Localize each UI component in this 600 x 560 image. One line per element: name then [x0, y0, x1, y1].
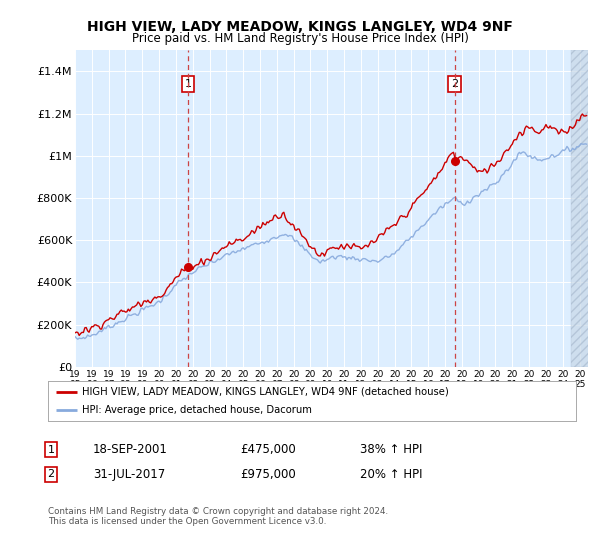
Text: 18-SEP-2001: 18-SEP-2001 — [93, 443, 168, 456]
Text: 38% ↑ HPI: 38% ↑ HPI — [360, 443, 422, 456]
Text: HPI: Average price, detached house, Dacorum: HPI: Average price, detached house, Daco… — [82, 405, 312, 415]
Text: 1: 1 — [185, 79, 191, 89]
Text: 2: 2 — [47, 469, 55, 479]
Text: 20% ↑ HPI: 20% ↑ HPI — [360, 468, 422, 481]
Text: £475,000: £475,000 — [240, 443, 296, 456]
Text: Price paid vs. HM Land Registry's House Price Index (HPI): Price paid vs. HM Land Registry's House … — [131, 32, 469, 45]
Text: Contains HM Land Registry data © Crown copyright and database right 2024.
This d: Contains HM Land Registry data © Crown c… — [48, 507, 388, 526]
Text: 31-JUL-2017: 31-JUL-2017 — [93, 468, 165, 481]
Text: £975,000: £975,000 — [240, 468, 296, 481]
Text: HIGH VIEW, LADY MEADOW, KINGS LANGLEY, WD4 9NF: HIGH VIEW, LADY MEADOW, KINGS LANGLEY, W… — [87, 20, 513, 34]
Text: 1: 1 — [47, 445, 55, 455]
Text: 2: 2 — [451, 79, 458, 89]
Text: HIGH VIEW, LADY MEADOW, KINGS LANGLEY, WD4 9NF (detached house): HIGH VIEW, LADY MEADOW, KINGS LANGLEY, W… — [82, 387, 449, 396]
